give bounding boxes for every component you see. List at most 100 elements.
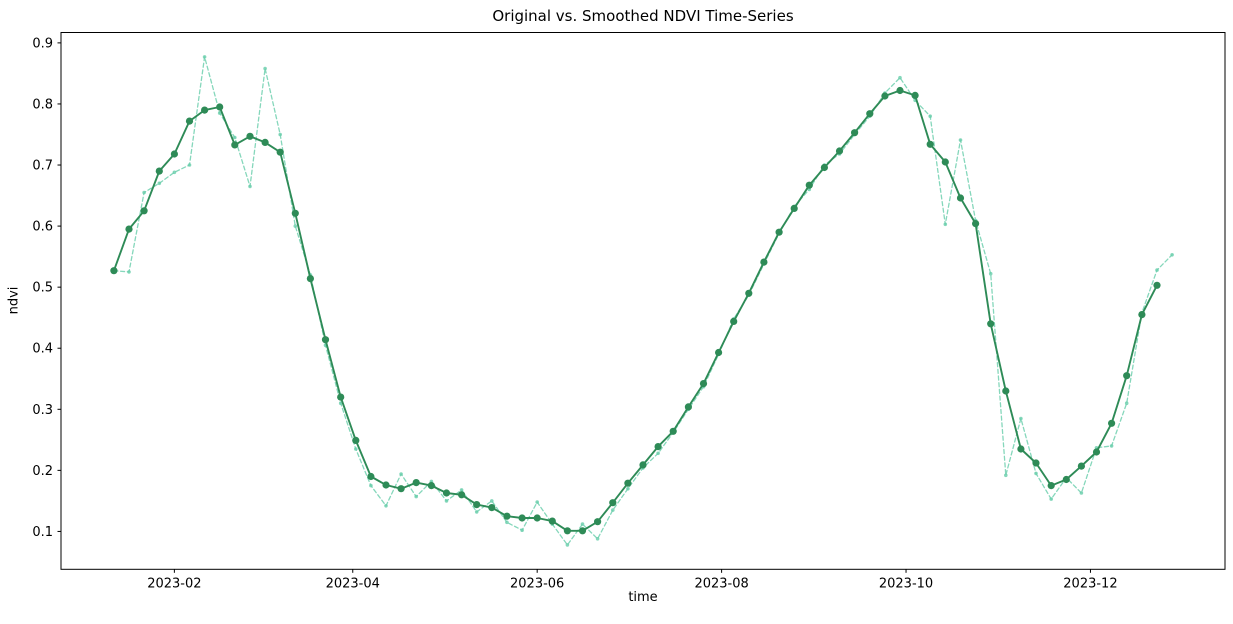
y-tick-label: 0.2: [32, 464, 53, 479]
smoothed-data-point: [684, 403, 693, 411]
smoothed-data-point: [140, 207, 148, 215]
smoothed-data-point: [110, 267, 118, 275]
original-data-point: [157, 181, 162, 186]
original-data-point: [958, 138, 963, 142]
original-data-point: [263, 66, 267, 71]
smoothed-data-point: [851, 129, 859, 137]
y-tick-label: 0.1: [32, 525, 53, 540]
original-data-point: [142, 190, 146, 195]
original-data-point: [611, 508, 615, 512]
smoothed-data-point: [730, 317, 738, 325]
smoothed-data-point: [715, 348, 723, 357]
original-data-point: [1124, 401, 1129, 406]
original-data-point: [414, 494, 419, 499]
smoothed-data-point: [1062, 475, 1070, 484]
original-data-point: [505, 520, 509, 525]
original-data-point: [217, 111, 222, 115]
original-data-point: [943, 222, 948, 227]
smoothed-data-point: [1138, 311, 1146, 319]
y-tick-label: 0.4: [32, 342, 53, 357]
x-tick-label: 2023-06: [510, 576, 564, 591]
y-tick-label: 0.5: [32, 281, 53, 296]
smoothed-data-point: [488, 504, 496, 512]
smoothed-data-point: [1123, 372, 1131, 380]
smoothed-data-point: [397, 485, 405, 493]
smoothed-data-point: [291, 209, 299, 217]
chart-title: Original vs. Smoothed NDVI Time-Series: [492, 7, 794, 25]
original-data-point: [1034, 471, 1038, 476]
original-data-point: [490, 499, 494, 503]
original-data-point: [1004, 473, 1008, 478]
original-data-point: [1049, 497, 1053, 501]
smoothed-data-point: [563, 527, 572, 535]
original-data-point: [248, 184, 252, 189]
x-tick-label: 2023-02: [147, 576, 201, 591]
x-axis-label: time: [628, 590, 658, 605]
smoothed-data-point: [306, 275, 314, 283]
y-tick-label: 0.8: [32, 97, 53, 112]
smoothed-data-point: [1032, 459, 1040, 467]
smoothed-data-point: [337, 393, 345, 401]
smoothed-data-point: [956, 194, 965, 202]
original-data-point: [535, 500, 539, 504]
smoothed-data-point: [1047, 482, 1055, 490]
original-data-point: [1170, 253, 1174, 257]
original-data-point: [459, 488, 464, 492]
smoothed-data-point: [926, 140, 934, 148]
smoothed-data-point: [609, 499, 617, 507]
smoothed-data-point: [155, 167, 163, 175]
original-data-point: [293, 224, 298, 228]
smoothed-data-point: [518, 514, 526, 522]
smoothed-data-point: [790, 204, 798, 212]
smoothed-data-point: [533, 514, 541, 522]
smoothed-data-point: [896, 86, 904, 95]
smoothed-data-point: [881, 92, 889, 100]
smoothed-data-point: [1002, 387, 1010, 395]
smoothed-data-point: [1017, 445, 1025, 453]
original-data-point: [354, 447, 358, 451]
smoothed-data-point: [412, 479, 420, 487]
original-data-point: [656, 451, 660, 456]
x-tick-label: 2023-10: [879, 576, 933, 591]
original-data-point: [1079, 491, 1084, 495]
smoothed-data-point: [820, 163, 829, 172]
smoothed-data-point: [594, 518, 602, 526]
smoothed-data-point: [775, 228, 783, 236]
smoothed-data-point: [352, 436, 360, 444]
original-data-point: [898, 75, 902, 80]
original-data-point: [595, 537, 600, 541]
smoothed-data-point: [261, 138, 269, 146]
y-tick-label: 0.9: [32, 36, 53, 51]
smoothed-data-point: [578, 527, 587, 535]
smoothed-data-point: [941, 158, 949, 166]
smoothed-data-point: [276, 148, 284, 156]
smoothed-data-point: [246, 132, 254, 140]
smoothed-data-point: [987, 320, 995, 328]
smoothed-data-point: [548, 517, 556, 525]
original-data-point: [127, 270, 131, 274]
original-data-point: [278, 132, 283, 137]
original-data-point: [928, 114, 932, 118]
smoothed-data-point: [201, 106, 209, 114]
original-data-point: [474, 510, 479, 514]
y-tick-label: 0.7: [32, 159, 53, 174]
smoothed-data-point: [911, 91, 919, 99]
smoothed-data-point: [1108, 419, 1116, 427]
smoothed-series-line: [112, 89, 1158, 532]
original-data-point: [369, 483, 373, 488]
smoothed-data-point: [231, 141, 239, 149]
smoothed-data-point: [442, 489, 451, 497]
smoothed-data-point: [503, 512, 511, 520]
smoothed-data-point: [654, 443, 662, 451]
smoothed-data-point: [367, 472, 375, 481]
smoothed-data-point: [760, 258, 768, 266]
original-data-point: [172, 170, 177, 175]
original-data-point: [202, 55, 207, 59]
original-data-point: [384, 504, 388, 508]
original-data-point: [520, 528, 524, 532]
original-data-point: [444, 499, 449, 503]
smoothed-data-point: [1153, 281, 1161, 289]
smoothed-data-point: [427, 482, 435, 490]
